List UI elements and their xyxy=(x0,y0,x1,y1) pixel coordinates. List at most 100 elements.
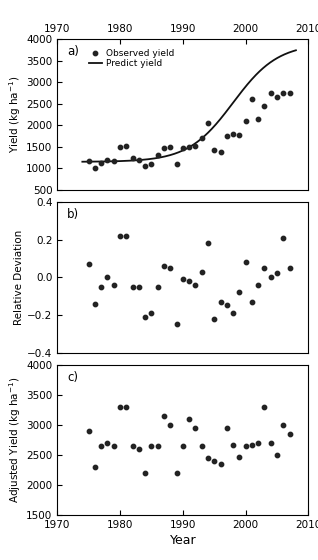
Point xyxy=(93,463,98,472)
Point xyxy=(124,231,129,240)
Point xyxy=(130,282,135,291)
Predict yield xyxy=(294,47,298,54)
Observed yield xyxy=(130,153,135,162)
Observed yield xyxy=(155,151,160,160)
Point xyxy=(136,282,142,291)
Y-axis label: Relative Deviation: Relative Deviation xyxy=(14,230,24,325)
Text: b): b) xyxy=(67,208,80,221)
Point xyxy=(231,440,236,449)
Point xyxy=(111,280,116,289)
Point xyxy=(162,411,167,420)
Observed yield xyxy=(262,101,267,110)
Text: a): a) xyxy=(67,45,79,58)
Point xyxy=(218,297,223,306)
Point xyxy=(287,263,292,272)
Point xyxy=(231,309,236,318)
Point xyxy=(174,469,179,478)
Observed yield xyxy=(86,156,91,165)
Observed yield xyxy=(243,116,248,125)
Point xyxy=(281,233,286,242)
Point xyxy=(118,231,123,240)
Point xyxy=(243,258,248,267)
Observed yield xyxy=(193,142,198,151)
Legend: Observed yield, Predict yield: Observed yield, Predict yield xyxy=(87,46,176,70)
Observed yield xyxy=(162,143,167,152)
Observed yield xyxy=(268,88,273,97)
Point xyxy=(281,421,286,430)
Observed yield xyxy=(237,130,242,139)
Predict yield xyxy=(81,158,85,165)
Point xyxy=(268,438,273,447)
Predict yield xyxy=(260,66,264,72)
Point xyxy=(249,440,254,449)
Point xyxy=(86,426,91,435)
Point xyxy=(274,450,280,459)
Point xyxy=(149,441,154,450)
Point xyxy=(256,438,261,447)
Point xyxy=(268,273,273,282)
Observed yield xyxy=(111,156,116,165)
Point xyxy=(111,441,116,450)
Point xyxy=(224,301,229,310)
X-axis label: Year: Year xyxy=(169,534,196,547)
Point xyxy=(256,280,261,289)
Point xyxy=(262,263,267,272)
Observed yield xyxy=(187,142,192,151)
Observed yield xyxy=(143,162,148,171)
Observed yield xyxy=(93,164,98,173)
Observed yield xyxy=(249,95,254,104)
Point xyxy=(224,423,229,432)
Point xyxy=(155,282,160,291)
Point xyxy=(218,460,223,469)
Point xyxy=(187,277,192,286)
Point xyxy=(180,274,185,283)
Point xyxy=(143,469,148,478)
Y-axis label: Adjusted Yield (kg ha$^{-1}$): Adjusted Yield (kg ha$^{-1}$) xyxy=(8,377,23,503)
Predict yield xyxy=(274,55,278,62)
Observed yield xyxy=(105,155,110,164)
Point xyxy=(199,267,204,276)
Observed yield xyxy=(174,160,179,169)
Observed yield xyxy=(287,88,292,97)
Predict yield xyxy=(80,158,84,165)
Point xyxy=(99,441,104,450)
Observed yield xyxy=(256,114,261,123)
Observed yield xyxy=(205,119,211,128)
Observed yield xyxy=(274,93,280,102)
Point xyxy=(99,282,104,291)
Point xyxy=(162,262,167,270)
Text: c): c) xyxy=(67,371,78,384)
Observed yield xyxy=(231,129,236,138)
Point xyxy=(124,402,129,411)
Observed yield xyxy=(199,134,204,143)
Point xyxy=(155,441,160,450)
Point xyxy=(205,239,211,248)
Point xyxy=(168,421,173,430)
Point xyxy=(249,297,254,306)
Point xyxy=(262,402,267,411)
Point xyxy=(205,454,211,463)
Observed yield xyxy=(281,88,286,97)
Point xyxy=(130,441,135,450)
Observed yield xyxy=(218,147,223,156)
Observed yield xyxy=(124,142,129,151)
Y-axis label: Yield (kg ha$^{-1}$): Yield (kg ha$^{-1}$) xyxy=(8,76,23,153)
Point xyxy=(143,312,148,321)
Point xyxy=(193,280,198,289)
Point xyxy=(105,273,110,282)
Point xyxy=(193,423,198,432)
Point xyxy=(136,445,142,454)
Point xyxy=(105,438,110,447)
Point xyxy=(287,430,292,438)
Observed yield xyxy=(118,142,123,151)
Observed yield xyxy=(149,160,154,169)
Observed yield xyxy=(212,146,217,155)
Predict yield xyxy=(207,129,211,136)
Observed yield xyxy=(99,158,104,167)
Point xyxy=(118,402,123,411)
Point xyxy=(274,269,280,278)
Observed yield xyxy=(180,143,185,152)
Point xyxy=(86,259,91,268)
Point xyxy=(168,263,173,272)
Point xyxy=(243,441,248,450)
